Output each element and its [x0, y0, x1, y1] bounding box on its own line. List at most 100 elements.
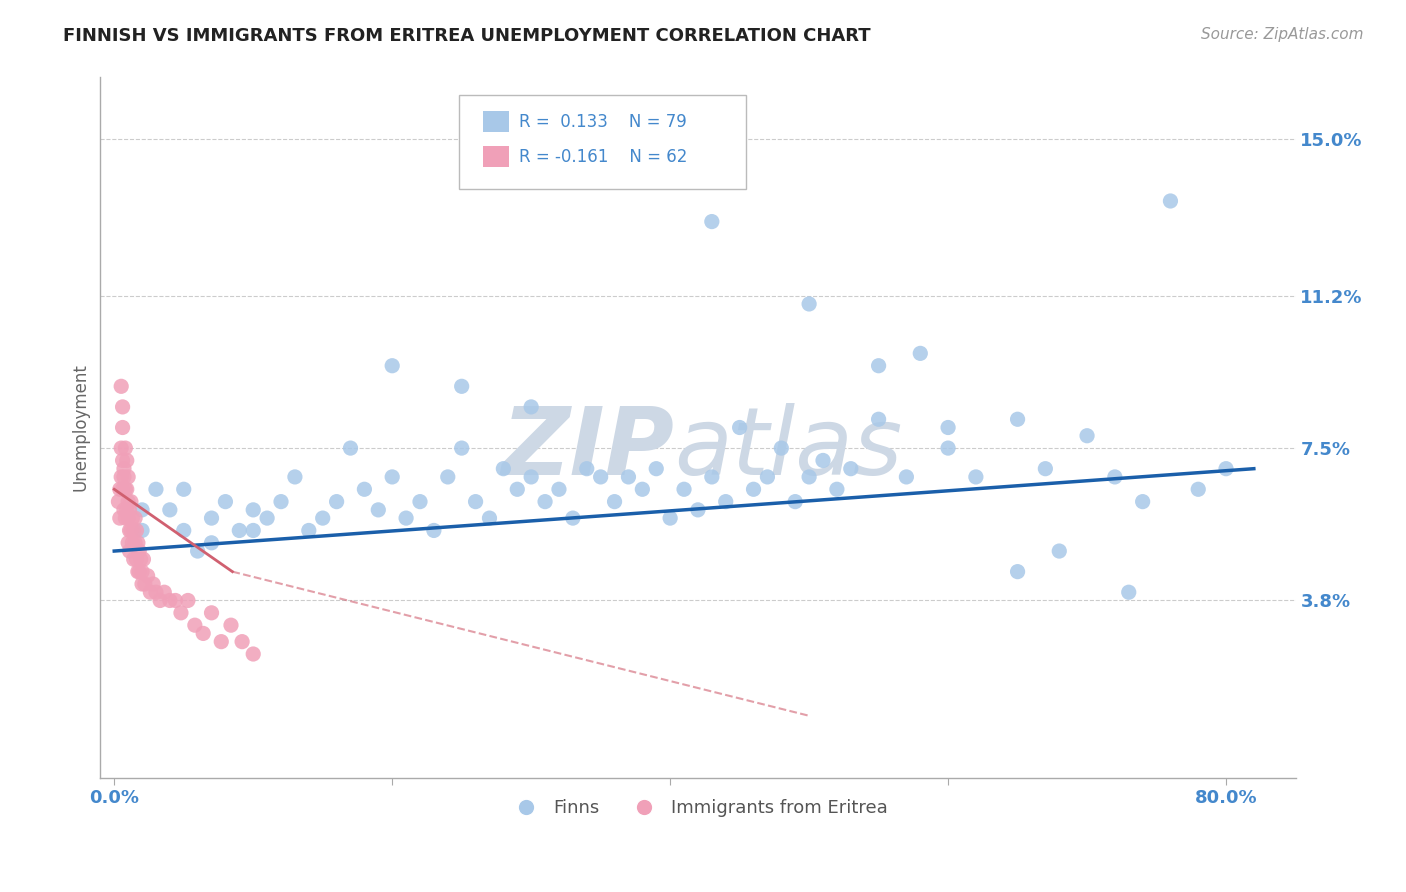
- Bar: [482, 146, 509, 167]
- Point: [121, 536, 143, 550]
- Point: [165, 593, 187, 607]
- Point: [120, 524, 142, 538]
- Point: [575, 461, 598, 475]
- Point: [589, 470, 612, 484]
- Point: [756, 470, 779, 484]
- Point: [127, 565, 149, 579]
- Point: [910, 346, 932, 360]
- Y-axis label: Unemployment: Unemployment: [72, 364, 89, 491]
- Point: [896, 470, 918, 484]
- Point: [284, 470, 307, 484]
- Point: [450, 441, 472, 455]
- Point: [214, 494, 236, 508]
- Point: [367, 503, 389, 517]
- Bar: [482, 111, 509, 132]
- Point: [115, 483, 138, 497]
- Point: [811, 453, 834, 467]
- Point: [111, 453, 134, 467]
- Point: [107, 494, 129, 508]
- Point: [110, 441, 132, 455]
- Point: [700, 214, 723, 228]
- Point: [136, 568, 159, 582]
- Point: [145, 585, 167, 599]
- Point: [325, 494, 347, 508]
- Point: [617, 470, 640, 484]
- Point: [1104, 470, 1126, 484]
- Point: [118, 524, 141, 538]
- Point: [256, 511, 278, 525]
- Point: [464, 494, 486, 508]
- Point: [1047, 544, 1070, 558]
- Point: [423, 524, 446, 538]
- Legend: Finns, Immigrants from Eritrea: Finns, Immigrants from Eritrea: [501, 792, 896, 824]
- Point: [117, 511, 139, 525]
- Point: [184, 618, 207, 632]
- Point: [111, 483, 134, 497]
- Point: [120, 494, 142, 508]
- Point: [1118, 585, 1140, 599]
- Point: [797, 297, 820, 311]
- Point: [118, 544, 141, 558]
- Point: [797, 470, 820, 484]
- Point: [785, 494, 807, 508]
- Point: [242, 503, 264, 517]
- Point: [1007, 565, 1029, 579]
- Point: [114, 483, 136, 497]
- Point: [520, 470, 543, 484]
- Text: ZIP: ZIP: [501, 402, 673, 494]
- Point: [117, 536, 139, 550]
- Point: [128, 565, 150, 579]
- Point: [128, 544, 150, 558]
- Point: [124, 511, 146, 525]
- Point: [1076, 428, 1098, 442]
- Point: [714, 494, 737, 508]
- Point: [124, 536, 146, 550]
- Text: R = -0.161    N = 62: R = -0.161 N = 62: [519, 147, 688, 166]
- Point: [868, 359, 890, 373]
- Point: [134, 577, 156, 591]
- Point: [728, 420, 751, 434]
- Point: [139, 585, 162, 599]
- Point: [121, 511, 143, 525]
- Point: [645, 461, 668, 475]
- Point: [868, 412, 890, 426]
- Point: [112, 470, 135, 484]
- Point: [115, 453, 138, 467]
- Point: [270, 494, 292, 508]
- Point: [129, 552, 152, 566]
- Point: [700, 470, 723, 484]
- Point: [409, 494, 432, 508]
- Point: [187, 544, 209, 558]
- Point: [631, 483, 654, 497]
- Point: [381, 470, 404, 484]
- Point: [492, 461, 515, 475]
- Point: [125, 552, 148, 566]
- Text: FINNISH VS IMMIGRANTS FROM ERITREA UNEMPLOYMENT CORRELATION CHART: FINNISH VS IMMIGRANTS FROM ERITREA UNEMP…: [63, 27, 870, 45]
- Point: [122, 552, 145, 566]
- Point: [149, 593, 172, 607]
- Point: [686, 503, 709, 517]
- Point: [242, 524, 264, 538]
- Point: [131, 524, 153, 538]
- Point: [108, 483, 131, 497]
- Point: [131, 577, 153, 591]
- Point: [117, 470, 139, 484]
- Point: [242, 647, 264, 661]
- Point: [825, 483, 848, 497]
- Point: [1132, 494, 1154, 508]
- Point: [110, 470, 132, 484]
- Point: [111, 400, 134, 414]
- Point: [1159, 194, 1181, 208]
- Point: [114, 511, 136, 525]
- Point: [1007, 412, 1029, 426]
- Point: [125, 524, 148, 538]
- Point: [534, 494, 557, 508]
- Point: [965, 470, 987, 484]
- Point: [159, 593, 181, 607]
- Point: [450, 379, 472, 393]
- Point: [173, 483, 195, 497]
- Point: [298, 524, 321, 538]
- Point: [231, 634, 253, 648]
- FancyBboxPatch shape: [458, 95, 745, 189]
- Point: [114, 441, 136, 455]
